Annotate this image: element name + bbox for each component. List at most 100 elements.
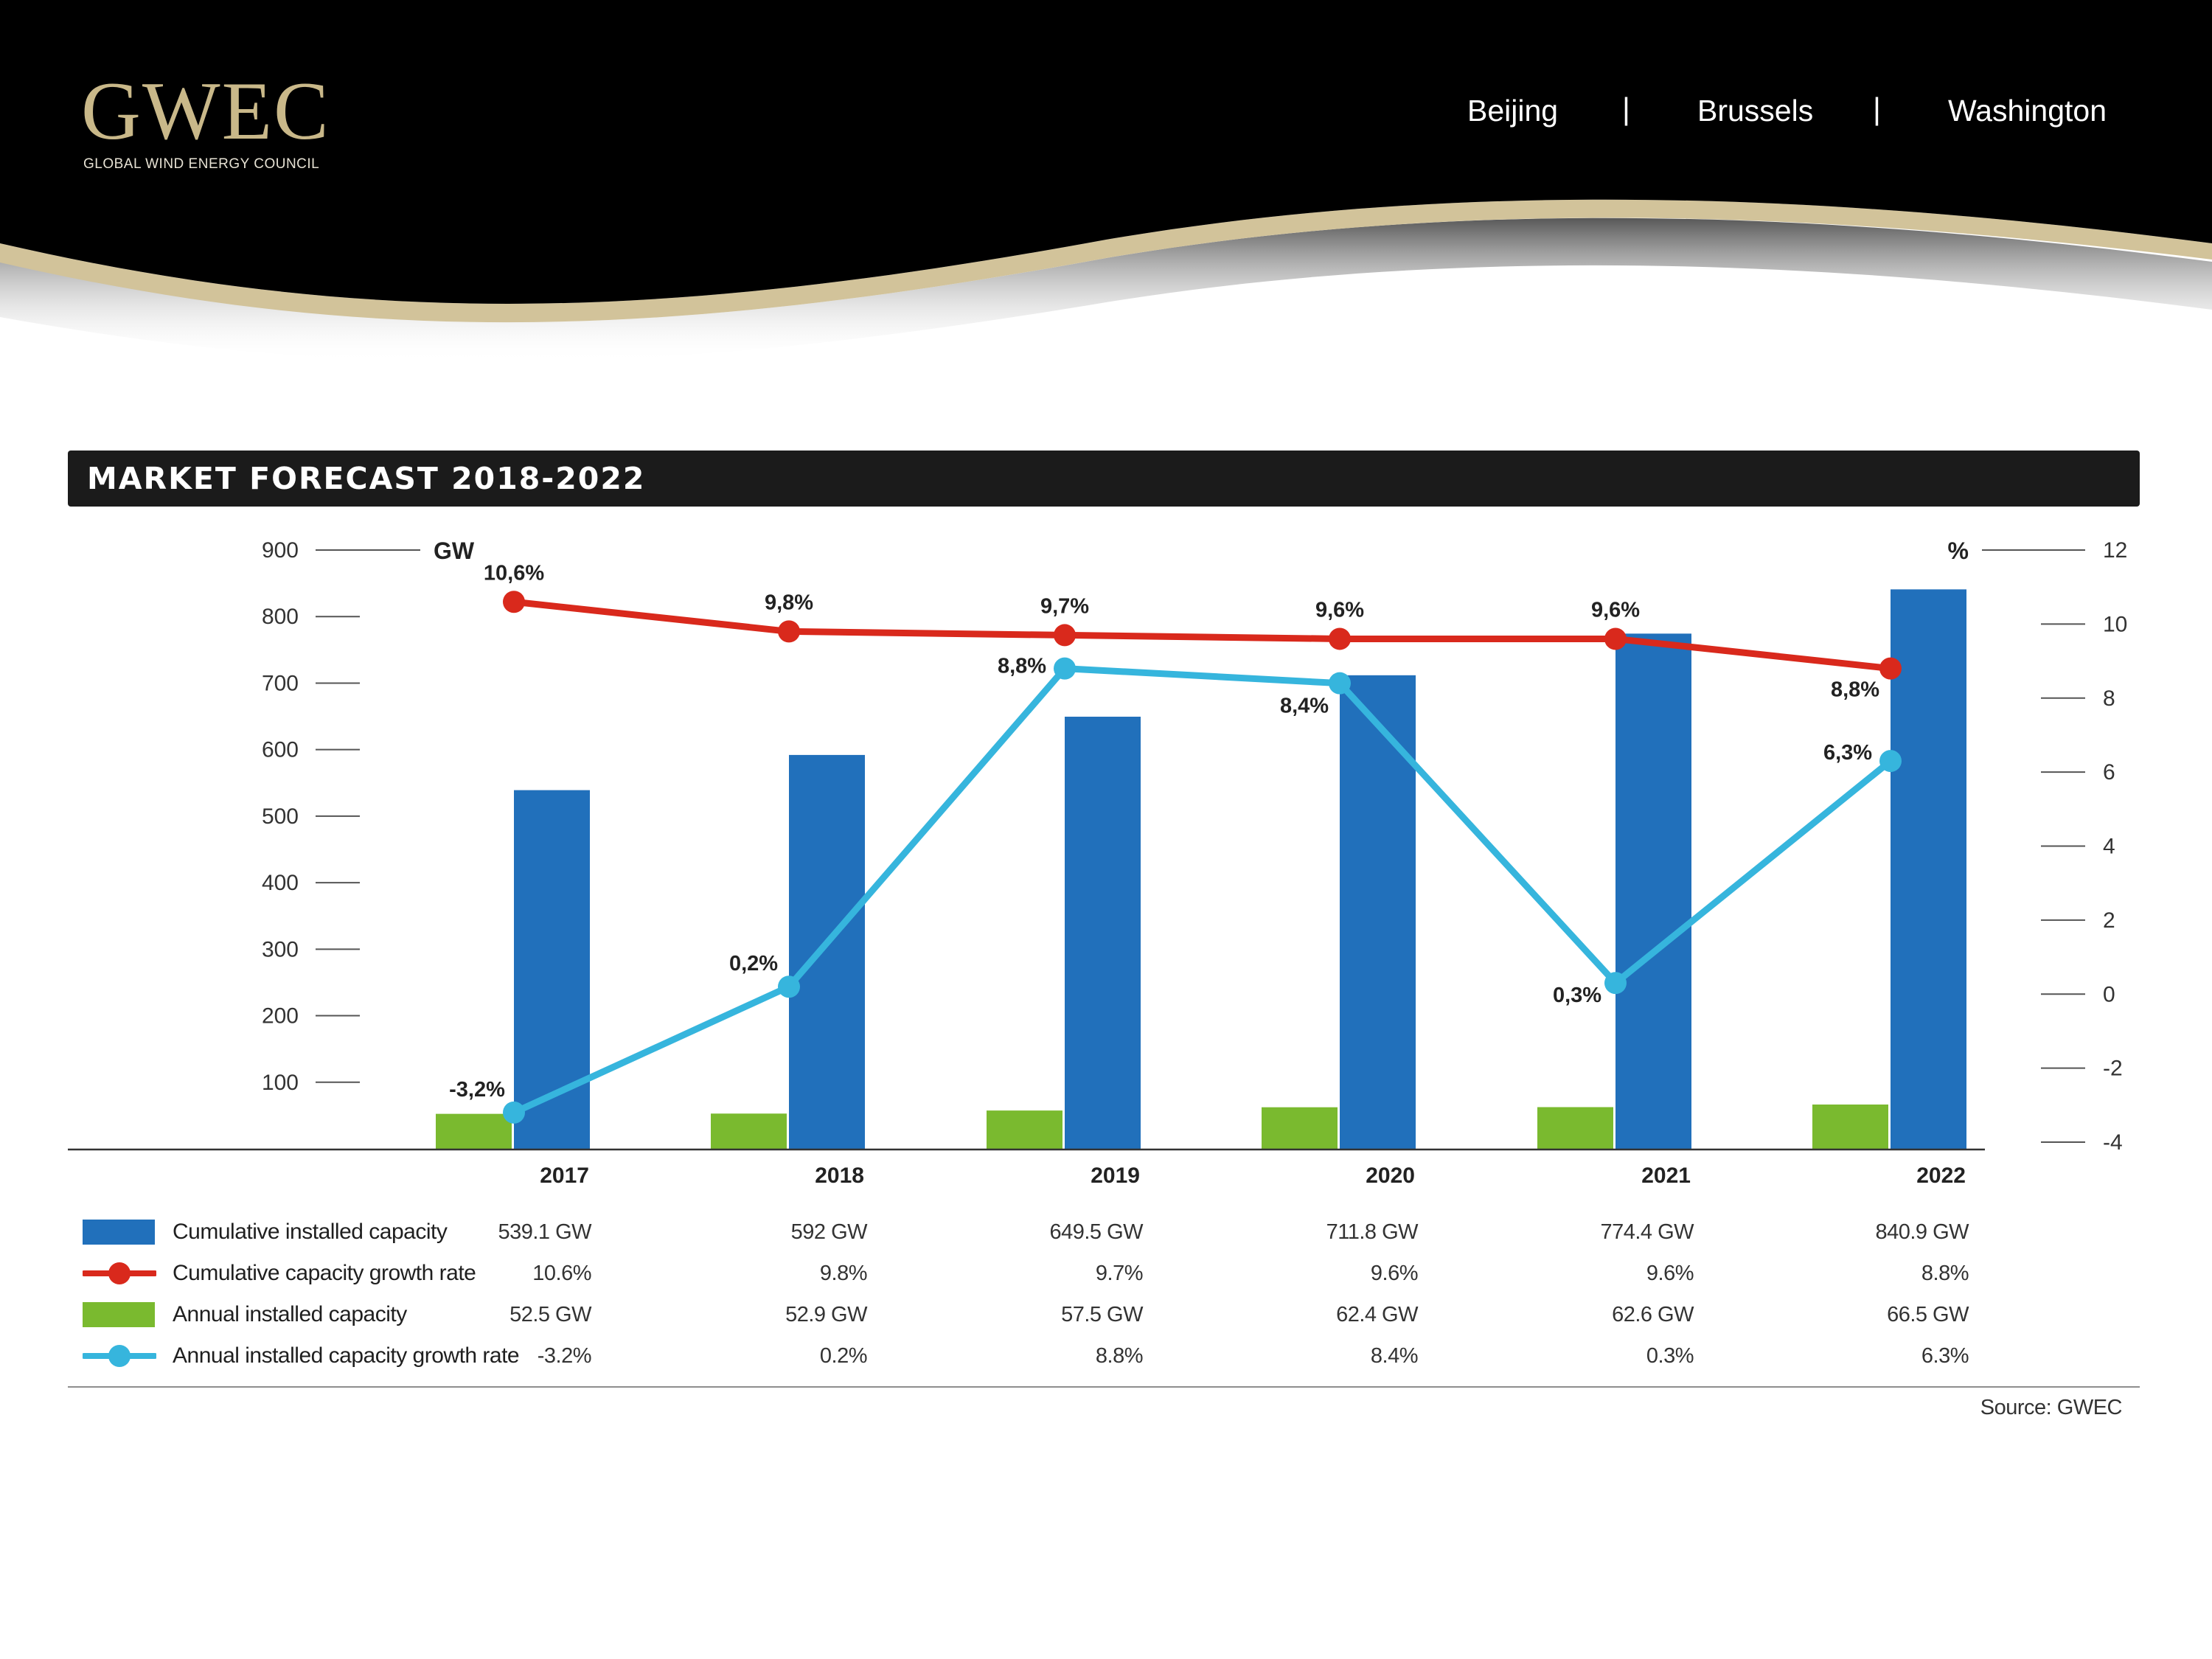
header-banner — [0, 0, 2212, 363]
annual-capacity-bar — [1812, 1105, 1888, 1149]
annual-growth-point — [1879, 750, 1902, 773]
category-label: 2022 — [1916, 1164, 1966, 1188]
nav-link-washington[interactable]: Washington — [1948, 94, 2107, 128]
category-label: 2017 — [540, 1164, 589, 1188]
cumulative-growth-data-label: 9,7% — [1040, 594, 1089, 618]
cumulative-growth-data-label: 9,6% — [1591, 598, 1640, 622]
logo-text: GWEC — [81, 66, 330, 157]
annual-capacity-bar — [1262, 1107, 1338, 1149]
left-axis-tick-label: 700 — [262, 671, 299, 695]
source-note: Source: GWEC — [1980, 1396, 2123, 1419]
cumulative-growth-point — [1604, 627, 1627, 650]
table-cell: 9.6% — [1646, 1262, 1694, 1285]
annual-capacity-bar — [1537, 1107, 1613, 1149]
left-axis-tick-label: 100 — [262, 1071, 299, 1095]
chart-title: MARKET FORECAST 2018-2022 — [87, 461, 646, 496]
cumulative-growth-data-label: 10,6% — [484, 561, 544, 585]
table-cell: 62.4 GW — [1336, 1303, 1418, 1326]
category-label: 2018 — [815, 1164, 864, 1188]
annual-growth-data-label: 0,2% — [729, 952, 778, 975]
left-axis-tick-label: 400 — [262, 871, 299, 895]
right-axis-tick-label: 2 — [2103, 908, 2115, 933]
legend-line-swatch — [83, 1345, 156, 1367]
table-bottom-rule — [68, 1386, 2140, 1388]
cumulative-growth-data-label: 9,8% — [765, 591, 813, 614]
right-axis-tick-label: 6 — [2103, 760, 2115, 785]
table-cell: 10.6% — [532, 1262, 591, 1285]
annual-growth-line — [510, 665, 1894, 1116]
annual-capacity-bar — [987, 1110, 1062, 1149]
legend-bar-swatch — [83, 1302, 155, 1327]
right-axis-unit: % — [1948, 538, 1969, 564]
table-cell: 6.3% — [1921, 1344, 1969, 1368]
cumulative-growth-point — [1879, 657, 1902, 680]
table-cell: 0.2% — [819, 1344, 868, 1368]
table-cell: 592 GW — [790, 1220, 868, 1244]
cumulative-capacity-bar — [1065, 717, 1141, 1149]
logo-subtitle: GLOBAL WIND ENERGY COUNCIL — [83, 156, 320, 172]
table-cell: 0.3% — [1646, 1344, 1694, 1368]
table-cell: 840.9 GW — [1875, 1220, 1969, 1244]
annual-growth-point — [1604, 972, 1627, 995]
category-label: 2020 — [1366, 1164, 1415, 1188]
market-forecast-chart: 100 200 300 400 500 600 700 800 900 GW -4 -2 0 2 4 6 8 10… — [68, 538, 2127, 1188]
nav-link-brussels[interactable]: Brussels — [1697, 94, 1814, 128]
left-axis-tick-label: 600 — [262, 738, 299, 762]
cumulative-growth-point — [1329, 627, 1351, 650]
left-axis-tick-label: 300 — [262, 937, 299, 961]
annual-growth-data-label: 8,8% — [998, 655, 1046, 678]
table-cell: 9.6% — [1370, 1262, 1419, 1285]
right-axis-tick-label: -4 — [2103, 1130, 2123, 1155]
annual-capacity-bar — [711, 1113, 787, 1149]
cumulative-growth-point — [1054, 624, 1076, 647]
annual-growth-point — [503, 1101, 525, 1124]
left-axis-unit: GW — [434, 538, 475, 564]
nav-link-beijing[interactable]: Beijing — [1467, 94, 1559, 128]
table-cell: 52.5 GW — [509, 1303, 591, 1326]
right-axis-tick-label: -2 — [2103, 1057, 2123, 1081]
left-axis-tick-label: 500 — [262, 804, 299, 829]
right-axis-tick-label: 4 — [2103, 835, 2115, 859]
cumulative-growth-line — [510, 598, 1894, 672]
table-cell: 62.6 GW — [1612, 1303, 1694, 1326]
table-cell: 8.8% — [1095, 1344, 1144, 1368]
legend-label: Annual installed capacity growth rate — [173, 1343, 520, 1368]
annual-growth-point — [1054, 657, 1076, 680]
cumulative-capacity-bar — [1615, 633, 1691, 1149]
cumulative-capacity-bar — [1891, 589, 1966, 1149]
header-wave-shadow — [0, 218, 2212, 363]
annual-growth-data-label: -3,2% — [449, 1078, 505, 1102]
table-cell: -3.2% — [537, 1344, 592, 1368]
gwec-logo: GWEC — [81, 70, 330, 153]
annual-growth-data-label: 0,3% — [1553, 984, 1601, 1007]
legend-bar-swatch — [83, 1220, 155, 1245]
table-cell: 52.9 GW — [785, 1303, 867, 1326]
legend-label: Cumulative capacity growth rate — [173, 1261, 476, 1285]
cumulative-growth-point — [778, 620, 800, 643]
table-cell: 539.1 GW — [498, 1220, 591, 1244]
legend-line-swatch — [83, 1262, 156, 1284]
cumulative-growth-data-label: 9,6% — [1315, 598, 1364, 622]
cumulative-growth-data-label: 8,8% — [1831, 678, 1879, 702]
table-cell: 8.4% — [1370, 1344, 1419, 1368]
nav-separator: | — [1873, 91, 1881, 126]
table-cell: 9.7% — [1095, 1262, 1144, 1285]
cumulative-growth-point — [503, 591, 525, 613]
left-axis-tick-label: 200 — [262, 1004, 299, 1029]
annual-growth-data-label: 6,3% — [1823, 741, 1872, 765]
title-bar: MARKET FORECAST 2018-2022 — [68, 451, 2140, 507]
annual-capacity-bar — [436, 1113, 512, 1149]
annual-growth-data-label: 8,4% — [1280, 695, 1329, 718]
right-axis-tick-label: 12 — [2103, 538, 2127, 563]
table-cell: 66.5 GW — [1887, 1303, 1969, 1326]
right-axis-tick-label: 8 — [2103, 686, 2115, 711]
annual-growth-point — [1329, 672, 1351, 695]
category-label: 2021 — [1641, 1164, 1691, 1188]
nav-separator: | — [1622, 91, 1630, 126]
right-axis-tick-label: 10 — [2103, 612, 2127, 636]
cumulative-capacity-bar — [1340, 675, 1416, 1149]
table-cell: 8.8% — [1921, 1262, 1969, 1285]
legend-label: Cumulative installed capacity — [173, 1220, 448, 1244]
table-cell: 649.5 GW — [1049, 1220, 1143, 1244]
left-axis-tick-label: 800 — [262, 605, 299, 629]
